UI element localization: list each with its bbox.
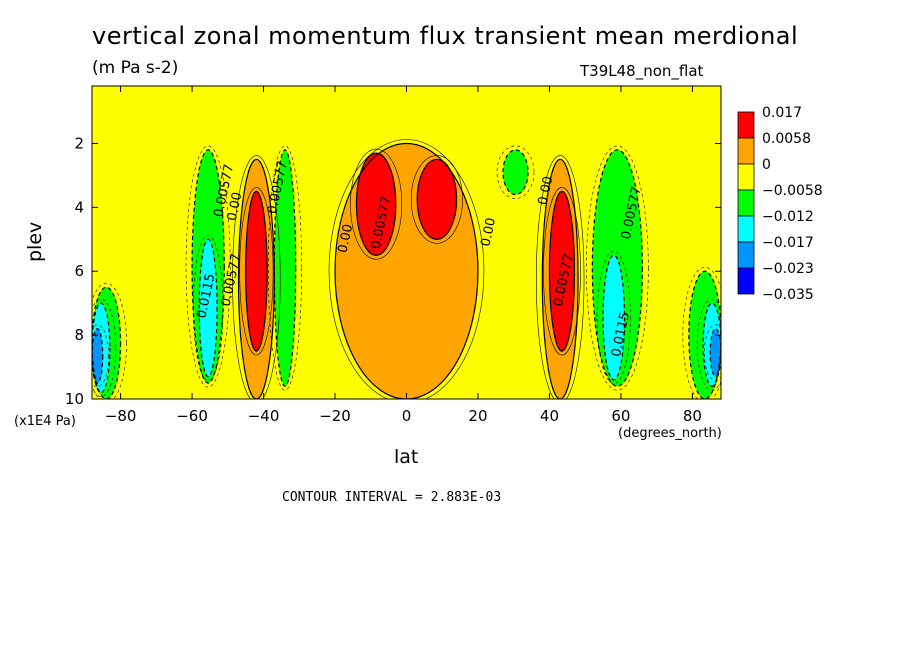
contour-line-7 — [273, 149, 297, 387]
contour-region-7 — [274, 149, 296, 387]
x-axis-label: lat — [394, 446, 419, 468]
contour-line-outer-16 — [682, 266, 721, 399]
y-tick-label-2: 6 — [74, 262, 84, 280]
contour-line-outer-13 — [543, 187, 581, 356]
contour-interval-text: CONTOUR INTERVAL = 2.883E-03 — [282, 490, 502, 505]
legend-swatch-6 — [737, 267, 755, 295]
legend-level-2: 0 — [762, 157, 771, 173]
contour-line-13 — [548, 190, 576, 352]
x-axis-ticks: −80 −60 −40 −20 0 20 40 60 80 — [105, 86, 702, 425]
contour-line-outer-7 — [267, 145, 303, 391]
x-tick-label-3: −20 — [319, 407, 351, 425]
contour-region-13 — [549, 191, 575, 352]
filled-contour-regions — [92, 143, 721, 399]
contour-line-18 — [709, 328, 721, 378]
contour-label-1: 0.00 — [225, 191, 246, 222]
contour-line-1 — [92, 302, 111, 394]
contour-label-5: 0.00 — [336, 223, 357, 254]
legend-swatch-5 — [737, 241, 755, 269]
contour-line-outer-18 — [703, 324, 721, 381]
y-unit-label: (x1E4 Pa) — [14, 414, 76, 429]
contour-line-17 — [702, 302, 721, 387]
contour-region-6 — [245, 191, 268, 352]
contour-label-8: 0.00 — [536, 175, 557, 206]
legend-level-5: −0.017 — [762, 235, 814, 251]
contour-region-4 — [199, 239, 218, 377]
y-axis-ticks: 2 4 6 8 10 — [65, 134, 721, 408]
contour-line-4 — [198, 238, 218, 378]
legend-level-1: 0.0058 — [762, 131, 811, 147]
contour-region-11 — [502, 149, 529, 195]
x-unit-label: (degrees_north) — [618, 426, 722, 441]
contour-region-18 — [710, 328, 721, 377]
contour-line-6 — [245, 190, 268, 352]
x-tick-label-2: −40 — [248, 407, 280, 425]
contour-region-10 — [417, 159, 457, 240]
legend-swatch-1 — [737, 137, 755, 165]
legend-level-7: −0.035 — [762, 287, 814, 303]
contour-line-11 — [502, 149, 529, 196]
legend-swatch-4 — [737, 215, 755, 243]
x-tick-label-6: 40 — [540, 407, 559, 425]
contour-line-outer-4 — [192, 235, 224, 381]
contour-line-10 — [416, 158, 458, 240]
legend-swatch-0 — [737, 111, 755, 139]
x-tick-label-8: 80 — [683, 407, 702, 425]
contour-line-outer-14 — [586, 145, 649, 391]
x-tick-label-1: −60 — [176, 407, 208, 425]
contour-line-15 — [602, 254, 626, 381]
contour-line-8 — [334, 142, 479, 399]
contour-line-outer-6 — [239, 187, 274, 356]
contour-region-2 — [92, 328, 103, 384]
contour-line-outer-9 — [350, 148, 403, 260]
contour-line-9 — [355, 152, 397, 256]
contour-line-2 — [92, 328, 104, 384]
contour-line-outer-11 — [496, 145, 535, 199]
contour-line-outer-1 — [92, 298, 117, 397]
units-label: (m Pa s-2) — [92, 58, 179, 78]
contour-line-outer-10 — [410, 155, 463, 244]
legend-swatch-3 — [737, 189, 755, 217]
contour-line-outer-0 — [92, 282, 127, 399]
contour-line-14 — [591, 149, 643, 387]
chart-title: vertical zonal momentum flux transient m… — [92, 22, 799, 50]
legend-swatch-2 — [737, 163, 755, 191]
contour-line-3 — [191, 149, 225, 384]
run-label: T39L48_non_flat — [580, 62, 704, 80]
color-legend: 0.017 0.0058 0 −0.0058 −0.012 −0.017 −0.023 −0.… — [737, 105, 823, 303]
contour-region-15 — [603, 255, 625, 380]
x-tick-label-0: −80 — [105, 407, 137, 425]
y-tick-label-1: 4 — [74, 198, 84, 216]
contour-line-outer-15 — [596, 250, 631, 385]
legend-level-0: 0.017 — [762, 105, 802, 121]
y-tick-label-4: 10 — [65, 390, 84, 408]
contour-lines — [92, 139, 721, 399]
contour-line-outer-12 — [536, 155, 585, 399]
y-tick-label-3: 8 — [74, 326, 84, 344]
contour-line-outer-5 — [232, 155, 281, 399]
x-tick-label-4: 0 — [402, 407, 412, 425]
y-tick-label-0: 2 — [74, 134, 84, 152]
legend-level-3: −0.0058 — [762, 183, 823, 199]
contour-region-8 — [335, 143, 478, 399]
contour-line-outer-8 — [328, 139, 485, 399]
contour-region-9 — [356, 153, 396, 256]
contour-line-outer-17 — [696, 298, 721, 391]
contour-line-outer-2 — [92, 324, 110, 388]
legend-level-6: −0.023 — [762, 261, 814, 277]
legend-level-4: −0.012 — [762, 209, 814, 225]
x-tick-label-7: 60 — [611, 407, 630, 425]
x-tick-label-5: 20 — [468, 407, 487, 425]
contour-line-0 — [92, 286, 122, 399]
contour-label-7: 0.00 — [479, 216, 500, 247]
